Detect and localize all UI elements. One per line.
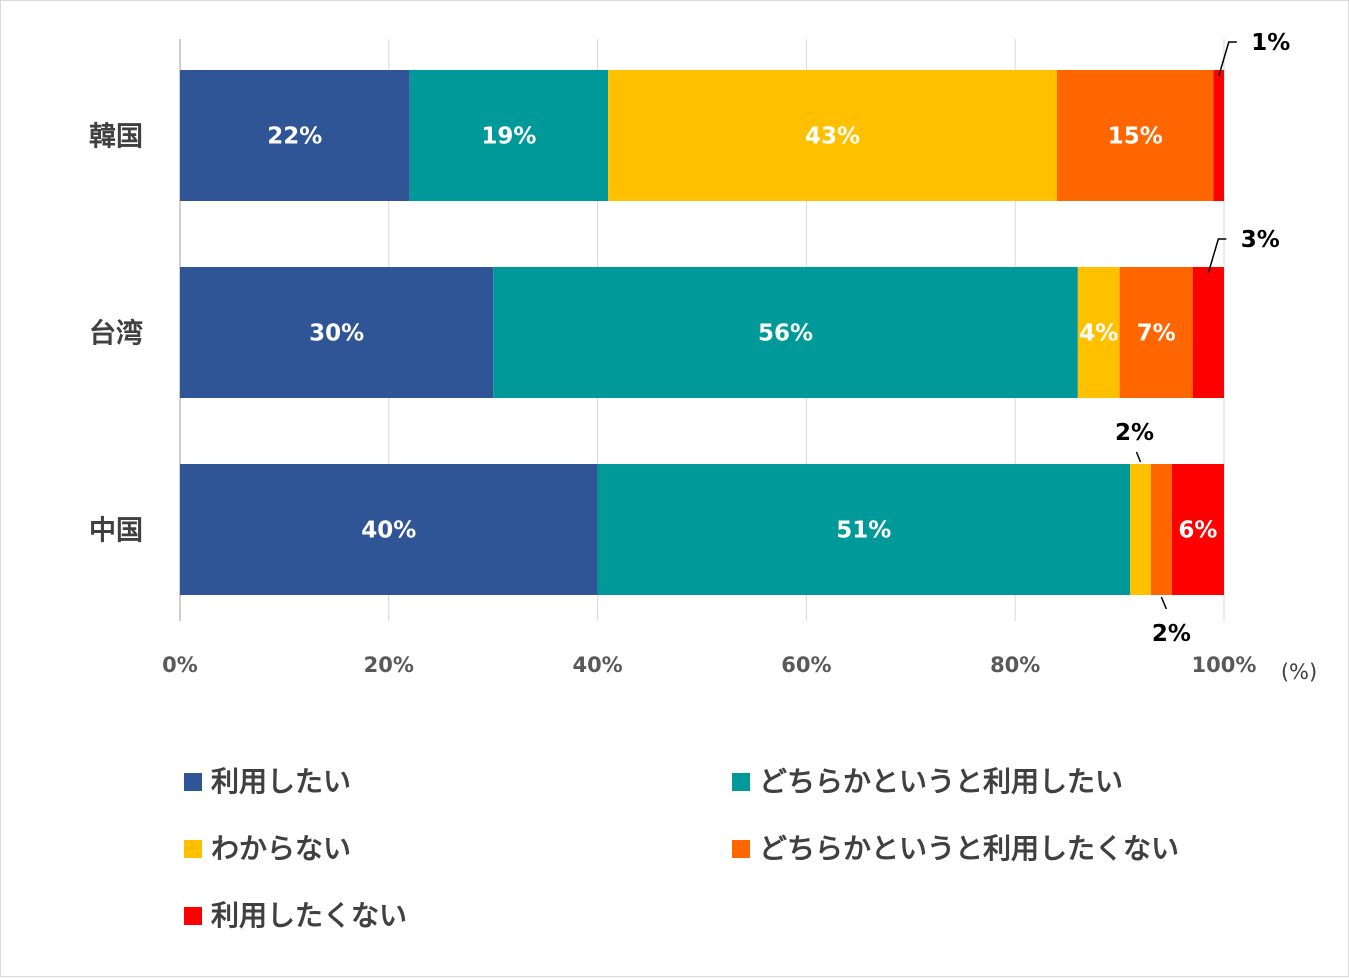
bar-segment <box>180 267 494 398</box>
legend-label: どちらかというと利用したい <box>759 765 1123 798</box>
legend-label: 利用したい <box>211 765 351 798</box>
data-label: 2% <box>1152 621 1191 647</box>
bar-segment <box>1077 267 1120 398</box>
legend-swatch <box>184 773 202 791</box>
legend-label: どちらかというと利用したくない <box>759 832 1179 865</box>
data-label: 15% <box>1108 124 1163 150</box>
data-label: 19% <box>481 124 536 150</box>
data-label: 40% <box>361 518 416 544</box>
category-label: 中国 <box>89 516 143 547</box>
data-label: 4% <box>1079 321 1118 347</box>
data-label: 2% <box>1115 420 1154 446</box>
data-label: 1% <box>1251 30 1290 56</box>
bar-segment <box>180 70 410 201</box>
bars <box>180 70 1224 595</box>
legend-swatch <box>184 907 202 925</box>
category-label: 台湾 <box>89 318 143 350</box>
bar-segment <box>1056 70 1214 201</box>
bar-segment <box>1130 464 1151 595</box>
leader-line <box>1207 238 1227 274</box>
data-label: 30% <box>309 321 364 347</box>
x-tick-label: 100% <box>1192 653 1257 677</box>
data-label: 43% <box>805 124 860 150</box>
bar-segment <box>597 464 1131 595</box>
data-label: 6% <box>1178 518 1217 544</box>
x-tick-label: 20% <box>364 653 414 677</box>
x-tick-label: 60% <box>781 653 831 677</box>
x-tick-label: 80% <box>990 653 1040 677</box>
x-tick-labels: 0% 20% 40% 60% 80% 100% <box>162 653 1256 677</box>
category-label: 韓国 <box>89 122 143 153</box>
data-label: 3% <box>1241 227 1280 253</box>
x-unit-label: (%) <box>1281 660 1317 684</box>
leader-line <box>1218 41 1237 77</box>
bar-segment <box>1171 464 1224 595</box>
x-tick-label: 40% <box>572 653 622 677</box>
bar-segment <box>180 464 598 595</box>
legend-label: わからない <box>211 832 351 865</box>
legend-swatch <box>732 840 750 858</box>
leader-line <box>1160 596 1168 610</box>
bar-segment <box>1150 464 1172 595</box>
data-label: 7% <box>1137 321 1176 347</box>
legend-swatch <box>732 773 750 791</box>
bar-segment <box>608 70 1057 201</box>
bar-segment <box>409 70 609 201</box>
data-label: 22% <box>267 124 322 150</box>
data-labels: 22% 19% 43% 15% 1% 30% 56% 4% 7% 3% 40% 51% 2% 2% 6% <box>267 30 1290 647</box>
bar-segment <box>1192 267 1224 398</box>
x-tick-label: 0% <box>162 653 198 677</box>
bar-segment <box>1119 267 1193 398</box>
legend-label: 利用したくない <box>211 899 407 932</box>
legend-swatch <box>184 840 202 858</box>
data-label: 51% <box>836 518 891 544</box>
bar-segment <box>1213 70 1224 201</box>
data-label: 56% <box>758 321 813 347</box>
leader-line <box>1135 451 1142 463</box>
bar-segment <box>493 267 1078 398</box>
